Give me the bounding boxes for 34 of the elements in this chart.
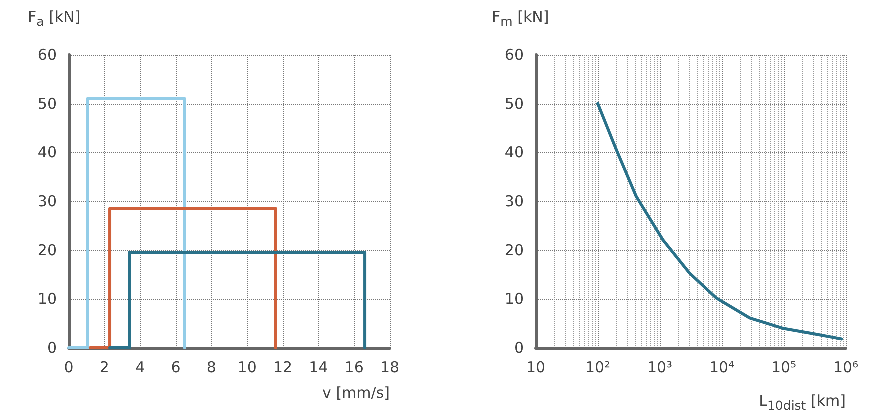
x-tick-label: 10⁶ (833, 358, 859, 376)
y-axis-title: F$_{a}$ [kN] (28, 8, 81, 31)
y-tick-label: 0 (514, 339, 524, 357)
x-axis-title: L$_{10dist}$ [km] (759, 392, 846, 415)
x-tick-label: 8 (206, 358, 216, 376)
x-axis-title: v [mm/s] (322, 384, 390, 402)
x-tick-label: 0 (64, 358, 74, 376)
x-tick-label: 2 (100, 358, 110, 376)
x-tick-label: 12 (273, 358, 293, 376)
y-axis-title: F$_{m}$ [kN] (492, 8, 550, 31)
y-tick-label: 0 (47, 339, 57, 357)
y-tick-label: 40 (504, 144, 524, 162)
y-tick-label: 20 (504, 241, 524, 260)
y-tick-label: 60 (38, 46, 57, 64)
x-tick-label: 10⁴ (709, 358, 735, 376)
y-tick-label: 20 (38, 241, 57, 260)
x-tick-label: 10³ (647, 358, 673, 376)
x-tick-label: 10 (526, 358, 546, 376)
y-tick-label: 30 (504, 192, 524, 210)
y-tick-label: 30 (38, 192, 57, 210)
x-tick-label: 14 (309, 358, 328, 376)
x-tick-label: 10 (238, 358, 257, 376)
x-tick-label: 4 (136, 358, 146, 376)
y-tick-label: 50 (504, 94, 524, 113)
x-tick-label: 18 (380, 358, 400, 376)
x-tick-label: 10² (585, 358, 611, 376)
y-tick-label: 50 (38, 94, 57, 113)
y-tick-label: 10 (38, 290, 57, 308)
x-tick-label: 16 (344, 358, 364, 376)
x-tick-label: 10⁵ (771, 358, 797, 376)
y-tick-label: 10 (504, 290, 524, 308)
y-tick-label: 40 (38, 144, 57, 162)
x-tick-label: 6 (171, 358, 181, 376)
y-tick-label: 60 (504, 46, 524, 64)
